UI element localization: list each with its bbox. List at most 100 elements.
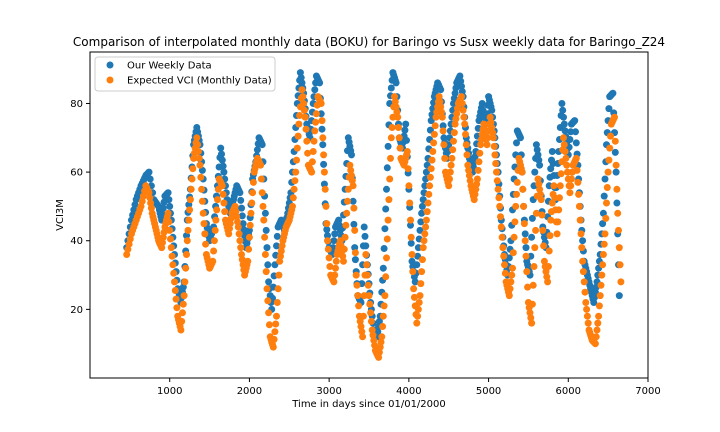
data-point xyxy=(567,128,575,136)
data-point xyxy=(491,151,499,159)
data-point xyxy=(272,320,280,328)
data-point xyxy=(231,202,239,210)
data-point xyxy=(367,317,375,325)
data-point xyxy=(461,120,469,128)
data-point xyxy=(600,240,608,248)
data-point xyxy=(225,230,233,238)
data-point xyxy=(342,221,350,229)
data-point xyxy=(548,199,556,207)
data-point xyxy=(501,269,509,277)
data-point xyxy=(318,117,326,125)
data-point xyxy=(522,252,530,260)
data-point xyxy=(579,237,587,245)
data-point xyxy=(423,208,431,216)
data-point xyxy=(265,278,273,286)
data-point xyxy=(387,134,395,142)
data-point xyxy=(186,206,194,214)
data-point xyxy=(146,175,154,183)
data-point xyxy=(378,333,386,341)
data-point xyxy=(410,293,418,301)
data-point xyxy=(548,148,556,155)
data-point xyxy=(607,132,614,140)
data-point xyxy=(413,261,421,269)
data-point xyxy=(295,120,303,128)
data-point xyxy=(407,221,414,229)
data-point xyxy=(379,323,387,330)
data-point xyxy=(540,242,548,250)
data-point xyxy=(188,175,196,183)
data-point xyxy=(202,240,210,248)
data-point xyxy=(160,228,168,236)
data-point xyxy=(583,312,591,320)
data-point xyxy=(616,261,624,269)
data-point xyxy=(451,89,459,97)
data-point xyxy=(340,245,348,253)
data-point xyxy=(183,251,190,258)
data-point xyxy=(263,244,271,252)
data-point xyxy=(449,146,457,154)
data-point xyxy=(324,232,331,240)
legend-marker-monthly xyxy=(106,76,114,84)
data-point xyxy=(448,154,456,162)
data-point xyxy=(330,237,338,245)
data-point xyxy=(416,292,424,300)
data-point xyxy=(290,185,298,193)
data-point xyxy=(476,149,484,157)
data-point xyxy=(447,161,455,169)
data-point xyxy=(220,199,228,207)
data-point xyxy=(594,319,602,327)
data-point xyxy=(164,189,172,197)
data-point xyxy=(556,182,564,190)
data-point xyxy=(194,148,202,155)
data-point xyxy=(392,79,400,87)
data-point xyxy=(375,317,383,325)
data-point xyxy=(197,173,205,181)
data-point xyxy=(361,232,369,240)
data-point xyxy=(596,292,604,300)
data-point xyxy=(599,251,607,258)
data-point xyxy=(330,278,338,286)
data-point xyxy=(304,149,312,157)
data-point xyxy=(332,257,340,265)
data-point xyxy=(460,113,468,121)
data-point xyxy=(577,230,585,238)
data-point xyxy=(341,233,349,241)
data-point xyxy=(534,151,542,159)
data-point xyxy=(493,168,500,176)
data-point xyxy=(557,170,565,178)
data-point xyxy=(181,278,189,286)
data-point xyxy=(413,319,421,327)
data-point xyxy=(497,213,504,221)
data-point xyxy=(544,278,552,286)
data-point xyxy=(463,151,471,159)
data-point xyxy=(490,142,498,150)
data-point xyxy=(501,261,508,269)
data-point xyxy=(450,100,457,107)
data-point xyxy=(508,271,516,279)
data-point xyxy=(395,134,403,142)
data-point xyxy=(264,261,272,269)
data-point xyxy=(496,202,504,210)
data-point xyxy=(446,168,454,176)
data-point xyxy=(326,263,334,270)
data-point xyxy=(497,223,505,231)
data-point xyxy=(381,225,389,233)
data-point xyxy=(331,271,339,279)
x-tick-label: 6000 xyxy=(556,386,581,397)
data-point xyxy=(535,180,543,188)
data-point xyxy=(611,113,618,121)
data-point xyxy=(527,314,535,322)
data-point xyxy=(527,252,535,260)
data-point xyxy=(414,312,422,320)
data-point xyxy=(263,285,271,293)
data-point xyxy=(273,299,281,306)
data-point xyxy=(235,230,243,238)
data-point xyxy=(419,244,427,252)
data-point xyxy=(513,139,520,147)
data-point xyxy=(258,189,266,197)
data-point xyxy=(320,151,328,159)
data-point xyxy=(439,122,447,130)
data-point xyxy=(571,117,579,125)
data-point xyxy=(300,100,308,107)
data-point xyxy=(602,214,610,222)
